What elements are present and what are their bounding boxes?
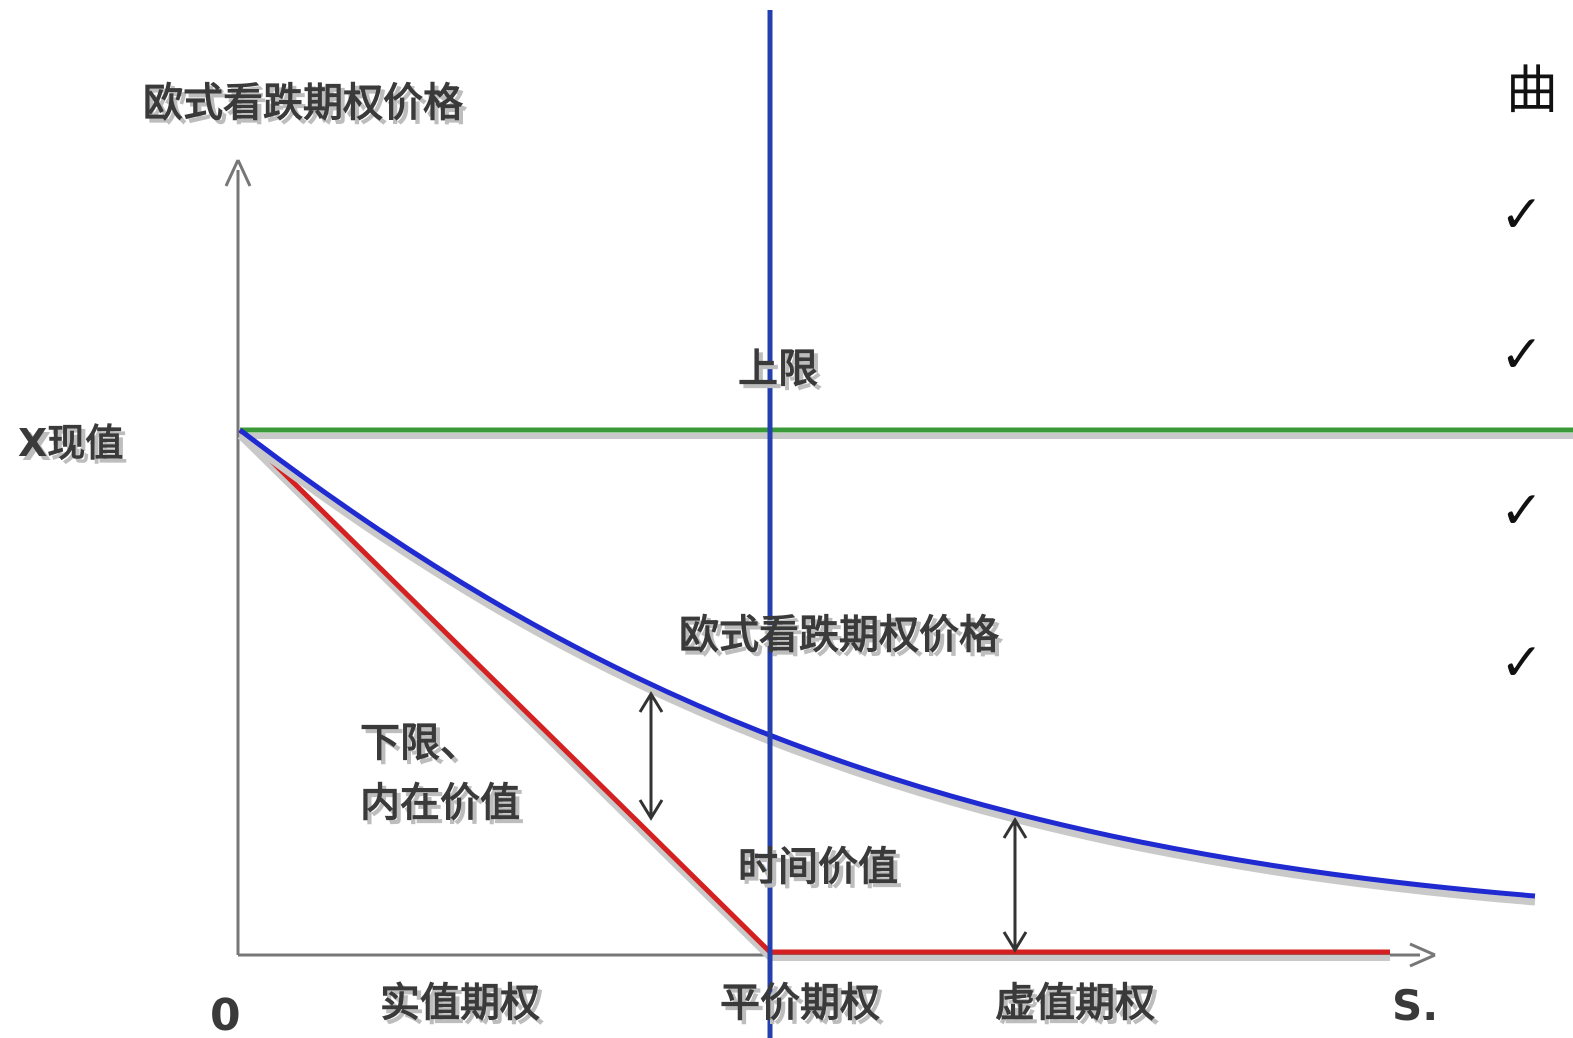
time-value-arrow-left: [638, 691, 664, 821]
region-itm-label-shadow: 实值期权: [384, 984, 544, 1030]
upper-bound-label-shadow: 上限: [742, 350, 822, 396]
lower-bound-label-line1-shadow: 下限、: [364, 724, 484, 770]
check-bullet-1: ✓: [1500, 185, 1544, 245]
x-axis-end-label: S.: [1392, 981, 1438, 1030]
time-value-label: 时间价值: [738, 844, 898, 890]
region-atm-label-shadow: 平价期权: [724, 984, 884, 1030]
check-bullet-4: ✓: [1500, 633, 1544, 693]
check-bullet-3: ✓: [1500, 481, 1544, 541]
y-intercept-label-shadow: X现值: [22, 425, 127, 469]
y-axis-arrowhead: [224, 159, 252, 187]
y-axis-title: 欧式看跌期权价格: [143, 80, 464, 126]
price-curve-label-shadow: 欧式看跌期权价格: [683, 616, 1004, 662]
put-price-curve-shadow: [237, 433, 1536, 906]
time-value-label-shadow: 时间价值: [742, 848, 902, 894]
region-otm-label-shadow: 虚值期权: [999, 984, 1159, 1030]
lower-bound-label-line2-shadow: 内在价值: [364, 784, 524, 830]
region-itm-label: 实值期权: [380, 980, 540, 1026]
region-otm-label: 虚值期权: [995, 980, 1155, 1026]
x-axis-arrowhead: [1409, 942, 1436, 968]
region-atm-label: 平价期权: [720, 980, 880, 1026]
origin-label: 0: [210, 990, 241, 1038]
upper-bound-label: 上限: [738, 346, 818, 392]
y-axis-title-shadow: 欧式看跌期权价格: [147, 84, 468, 130]
lower-bound-label-line1: 下限、: [360, 720, 480, 766]
check-bullet-2: ✓: [1500, 325, 1544, 385]
price-curve-label: 欧式看跌期权价格: [679, 612, 1000, 658]
y-intercept-label: X现值: [18, 421, 123, 465]
time-value-arrow-right: [1002, 817, 1028, 953]
lower-bound-label-line2: 内在价值: [360, 780, 520, 826]
side-heading-char: 曲: [1506, 61, 1558, 121]
